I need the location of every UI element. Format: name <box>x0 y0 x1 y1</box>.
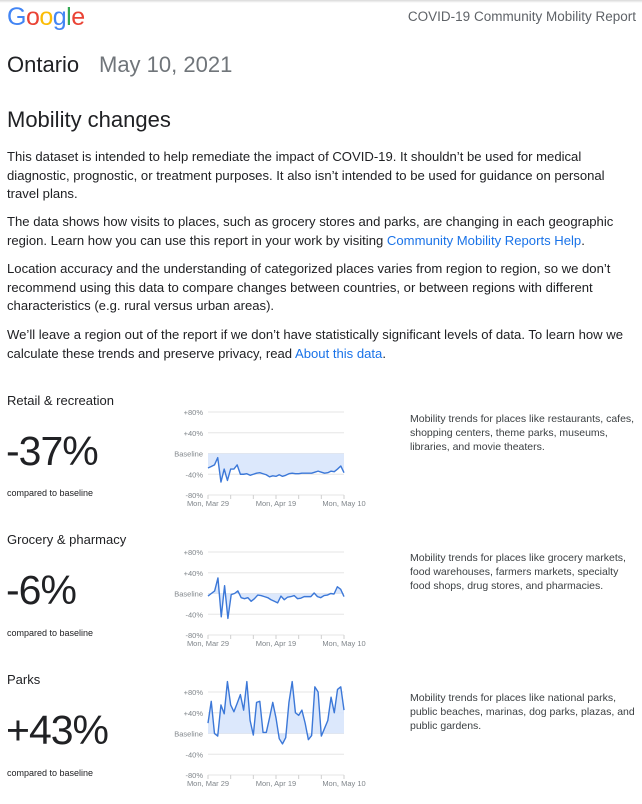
category-value-parks: +43% <box>6 707 109 753</box>
y-tick-label: Baseline <box>174 590 203 599</box>
area-fill <box>208 577 344 619</box>
chart-parks: +80% +40% Baseline -40% -80% Mon, Mar 29 Mon, … <box>160 680 375 804</box>
y-tick-label: -80% <box>185 771 203 780</box>
x-tick-label: Mon, Mar 29 <box>187 639 229 648</box>
x-tick-label: Mon, Apr 19 <box>256 639 296 648</box>
category-sub-retail: compared to baseline <box>7 488 94 498</box>
accuracy-paragraph: Location accuracy and the understanding … <box>7 261 611 313</box>
paragraph-text: . <box>382 345 386 361</box>
category-value-grocery: -6% <box>6 567 77 613</box>
paragraph-text: . <box>581 232 585 248</box>
x-tick-label: Mon, Mar 29 <box>187 779 229 788</box>
category-value-retail: -37% <box>6 428 99 474</box>
y-tick-label: +80% <box>184 408 204 417</box>
x-tick-label: Mon, Mar 29 <box>187 499 229 508</box>
y-tick-label: +40% <box>184 569 204 578</box>
privacy-paragraph: We’ll leave a region out of the report i… <box>7 326 639 363</box>
x-tick-label: Mon, Apr 19 <box>256 499 296 508</box>
category-label-grocery: Grocery & pharmacy <box>7 532 127 547</box>
x-tick-label: Mon, Apr 19 <box>256 779 296 788</box>
y-tick-label: -40% <box>185 750 203 759</box>
line-chart: +80% +40% Baseline -40% -80%Mon, Mar 29 Mon, … <box>174 680 366 788</box>
category-sub-grocery: compared to baseline <box>7 628 94 638</box>
category-description-grocery: Mobility trends for places like grocery … <box>410 552 626 592</box>
y-tick-label: +80% <box>184 548 204 557</box>
x-tick-label: Mon, May 10 <box>322 639 365 648</box>
logo-letter: l <box>66 3 72 31</box>
trend-line <box>207 456 345 483</box>
category-description-retail: Mobility trends for places like restaura… <box>410 413 635 453</box>
chart-retail: +80% +40% Baseline -40% -80% Mon, Mar 29 Mon, … <box>160 404 375 524</box>
logo-letter: o <box>39 3 53 31</box>
logo-letter: o <box>25 3 40 31</box>
y-tick-label: -80% <box>185 491 203 500</box>
y-tick-label: -80% <box>185 631 203 640</box>
y-tick-label: +40% <box>184 709 204 718</box>
category-label-retail: Retail & recreation <box>7 393 114 408</box>
paragraph-text: The data shows how visits to places, suc… <box>7 214 614 248</box>
top-shadow <box>0 0 642 3</box>
area-fill <box>208 681 344 744</box>
y-tick-label: -40% <box>185 610 203 619</box>
logo-letter: g <box>52 3 67 31</box>
trend-line <box>207 680 345 745</box>
trend-line <box>207 577 345 620</box>
x-tick-label: Mon, May 10 <box>322 779 365 788</box>
data-explanation-paragraph: The data shows how visits to places, suc… <box>7 213 639 250</box>
about-data-link[interactable]: About this data <box>294 345 383 361</box>
x-tick-label: Mon, May 10 <box>322 499 365 508</box>
line-chart: +80% +40% Baseline -40% -80%Mon, Mar 29 Mon, … <box>174 408 365 508</box>
region-name: Ontario <box>7 52 80 77</box>
line-chart: +80% +40% Baseline -40% -80%Mon, Mar 29 Mon, … <box>174 548 365 648</box>
category-sub-parks: compared to baseline <box>7 768 94 778</box>
report-date: May 10, 2021 <box>99 52 233 77</box>
area-fill <box>208 453 344 483</box>
help-link[interactable]: Community Mobility Reports Help <box>386 232 582 248</box>
y-tick-label: -40% <box>185 470 203 479</box>
logo-letter: e <box>71 3 85 31</box>
y-tick-label: +40% <box>184 429 204 438</box>
y-tick-label: +80% <box>184 688 204 697</box>
paragraph-text: We’ll leave a region out of the report i… <box>7 327 623 361</box>
category-description-parks: Mobility trends for places like national… <box>410 692 635 732</box>
google-logo: Google <box>7 3 85 32</box>
disclaimer-paragraph: This dataset is intended to help remedia… <box>7 149 605 201</box>
chart-grocery: +80% +40% Baseline -40% -80% Mon, Mar 29 Mon, … <box>160 544 375 664</box>
y-tick-label: Baseline <box>174 730 203 739</box>
logo-letter: G <box>7 3 26 31</box>
category-label-parks: Parks <box>7 672 41 687</box>
report-title: COVID-19 Community Mobility Report <box>407 9 636 24</box>
section-title: Mobility changes <box>7 107 171 132</box>
y-tick-label: Baseline <box>174 450 203 459</box>
